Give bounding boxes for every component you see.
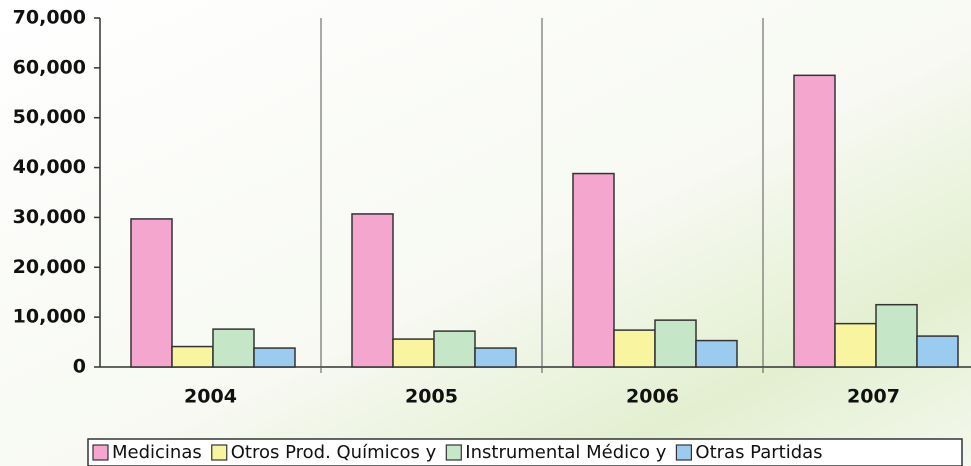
y-tick-label: 50,000 — [13, 106, 86, 128]
legend-swatch — [92, 444, 109, 461]
x-tick-label: 2006 — [626, 386, 679, 408]
y-tick-label: 10,000 — [13, 306, 86, 328]
bar — [130, 218, 173, 368]
y-tick-label: 40,000 — [13, 156, 86, 178]
legend-label: Otros Prod. Químicos y — [231, 442, 437, 463]
bar — [916, 335, 959, 368]
bar — [474, 347, 517, 368]
bar — [695, 339, 738, 368]
bar — [834, 322, 877, 368]
y-tick-label: 70,000 — [13, 7, 86, 29]
x-tick-label: 2004 — [184, 386, 237, 408]
legend-swatch — [211, 444, 228, 461]
y-tick-label: 0 — [73, 356, 86, 378]
bar — [351, 213, 394, 368]
bar — [433, 330, 476, 368]
y-tick-label: 30,000 — [13, 206, 86, 228]
legend-box — [87, 438, 963, 466]
y-tick-label: 60,000 — [13, 56, 86, 78]
legend-label: Medicinas — [112, 442, 202, 463]
bar — [572, 172, 615, 368]
bar — [875, 303, 918, 368]
legend-swatch — [445, 444, 462, 461]
y-tick-label: 20,000 — [13, 256, 86, 278]
bar — [793, 74, 836, 368]
bar — [613, 329, 656, 368]
x-tick-label: 2005 — [405, 386, 458, 408]
legend-label: Instrumental Médico y — [465, 442, 666, 463]
x-tick-label: 2007 — [847, 386, 900, 408]
bar — [654, 319, 697, 368]
legend-label: Otras Partidas — [695, 442, 822, 463]
bar — [392, 338, 435, 368]
bar — [212, 328, 255, 368]
bar — [171, 345, 214, 368]
legend-swatch — [675, 444, 693, 461]
bar — [253, 347, 296, 368]
